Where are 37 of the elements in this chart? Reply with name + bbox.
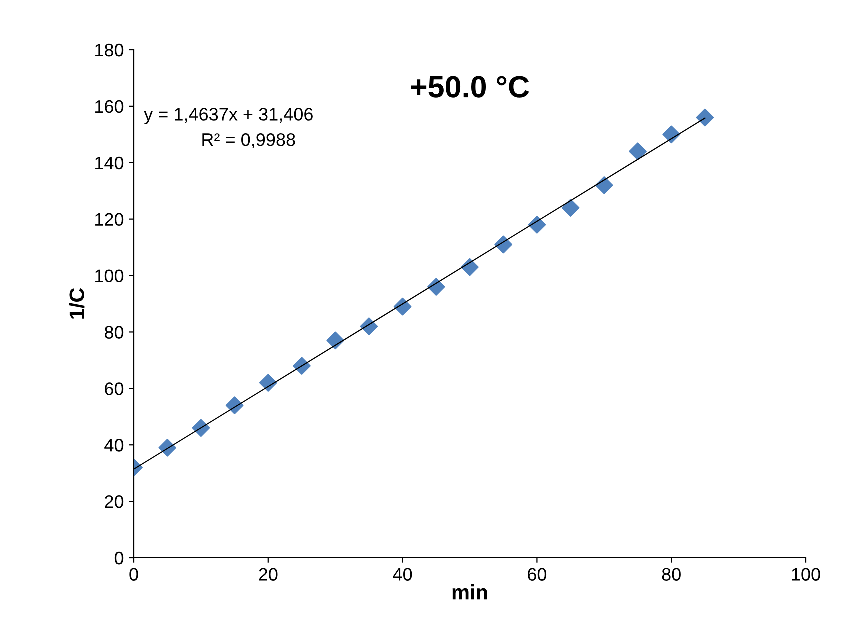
y-axis-title: 1/C	[69, 288, 85, 319]
annotation: R² = 0,9988	[202, 134, 296, 148]
point	[528, 216, 546, 234]
point	[662, 126, 681, 144]
point	[629, 142, 647, 161]
point	[595, 176, 614, 194]
annotation: y = 1,4637x + 31,406	[144, 108, 313, 124]
point	[158, 439, 177, 457]
point	[360, 318, 378, 336]
y-tick-label: 40	[104, 439, 124, 452]
text: +50.0 °C	[411, 76, 530, 98]
y-tick-label: 20	[105, 495, 124, 508]
y-tick-label: 60	[105, 382, 124, 396]
y-tick-label: 100	[96, 270, 124, 282]
point	[494, 236, 513, 254]
x-tick-label: 40	[393, 568, 412, 581]
point	[293, 357, 311, 375]
point	[259, 374, 278, 392]
x-tick-label: 80	[662, 568, 681, 581]
y-tick-label: 140	[96, 156, 124, 170]
x-tick-label: 0	[130, 568, 138, 581]
y-tick-label: 0	[114, 552, 124, 565]
point	[192, 419, 210, 438]
x-tick-label: 60	[528, 568, 547, 581]
y-tick-label: 180	[96, 44, 124, 57]
x-axis-title: min	[452, 584, 488, 600]
point	[226, 396, 244, 415]
y-tick-label: 160	[96, 100, 124, 114]
point	[394, 298, 412, 316]
x-tick-label: 100	[792, 568, 820, 581]
point	[326, 332, 345, 350]
point	[427, 278, 446, 296]
point	[562, 199, 580, 217]
point	[696, 108, 714, 127]
y-tick-label: 120	[96, 213, 124, 226]
x-tick-label: 20	[259, 568, 278, 581]
y-tick-label: 80	[104, 326, 124, 339]
